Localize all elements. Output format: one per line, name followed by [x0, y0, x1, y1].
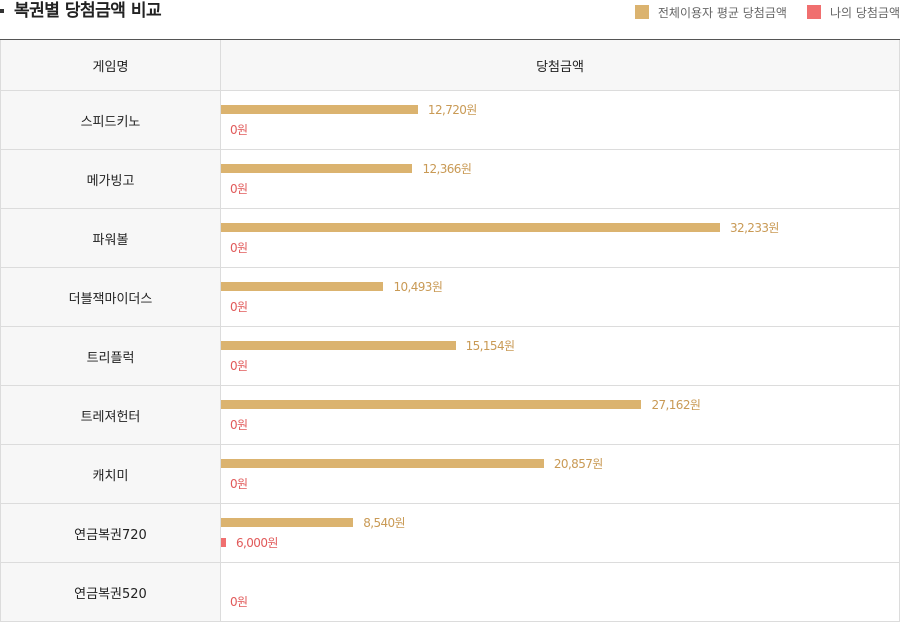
game-name: 캐치미 [0, 445, 221, 503]
bar-avg [221, 105, 418, 114]
legend-swatch-mine [806, 5, 821, 19]
column-header-amount: 당첨금액 [221, 40, 900, 90]
bar-cell: 15,154원 0원 [221, 327, 900, 385]
bar-avg [221, 164, 413, 173]
game-name: 연금복권520 [0, 563, 221, 621]
game-name: 트리플럭 [0, 327, 221, 385]
bar-avg [221, 400, 642, 409]
data-label-avg: 15,154원 [465, 339, 515, 353]
game-name: 스피드키노 [0, 91, 221, 149]
table-row: 스피드키노 12,720원 0원 [0, 91, 900, 150]
data-label-avg: 12,720원 [427, 103, 477, 117]
table-header-row: 게임명 당첨금액 [0, 40, 900, 91]
bar-cell: 20,857원 0원 [221, 445, 900, 503]
table-row: 더블잭마이더스 10,493원 0원 [0, 268, 900, 327]
table-row: 파워볼 32,233원 0원 [0, 209, 900, 268]
legend: 전체이용자 평균 당첨금액 나의 당첨금액 [615, 3, 900, 21]
table-row: 메가빙고 12,366원 0원 [0, 150, 900, 209]
table-row: 트리플럭 15,154원 0원 [0, 327, 900, 386]
chart-title: 복권별 당첨금액 비교 [14, 1, 162, 21]
legend-label-mine: 나의 당첨금액 [829, 5, 900, 20]
comparison-table: 게임명 당첨금액 스피드키노 12,720원 0원 메가빙고 12,366원 0원 파워볼 3… [0, 39, 900, 622]
bar-cell: 10,493원 0원 [221, 268, 900, 326]
bar-cell: 8,540원 6,000원 [221, 504, 900, 562]
data-label-mine: 0원 [230, 418, 248, 432]
table-row: 캐치미 20,857원 0원 [0, 445, 900, 504]
bar-avg [221, 518, 354, 527]
bar-cell: 12,366원 0원 [221, 150, 900, 208]
game-name: 더블잭마이더스 [0, 268, 221, 326]
legend-label-avg: 전체이용자 평균 당첨금액 [657, 5, 787, 20]
bar-avg [221, 223, 720, 232]
data-label-mine: 0원 [230, 123, 248, 137]
data-label-avg: 27,162원 [651, 398, 701, 412]
data-label-avg: 12,366원 [422, 162, 472, 176]
column-header-game: 게임명 [0, 40, 221, 90]
data-label-avg: 32,233원 [730, 221, 779, 235]
bar-mine [221, 538, 226, 547]
data-label-avg: 8,540원 [363, 516, 405, 530]
game-name: 메가빙고 [0, 150, 221, 208]
game-name: 연금복권720 [0, 504, 221, 562]
table-row: 트레져헌터 27,162원 0원 [0, 386, 900, 445]
bar-avg [221, 459, 544, 468]
legend-item-mine: 나의 당첨금액 [806, 4, 900, 21]
data-label-avg: 10,493원 [393, 280, 443, 294]
legend-swatch-avg [634, 5, 649, 19]
data-label-mine: 0원 [230, 477, 248, 491]
data-label-mine: 0원 [230, 182, 248, 196]
game-name: 파워볼 [0, 209, 221, 267]
data-label-avg: 20,857원 [553, 457, 603, 471]
bar-cell: 0원 [221, 563, 900, 621]
game-name: 트레져헌터 [0, 386, 221, 444]
bar-cell: 27,162원 0원 [221, 386, 900, 444]
bar-cell: 32,233원 0원 [221, 209, 900, 267]
data-label-mine: 0원 [230, 595, 248, 609]
chart-header: 복권별 당첨금액 비교 전체이용자 평균 당첨금액 나의 당첨금액 [0, 0, 900, 38]
data-label-mine: 0원 [230, 300, 248, 314]
bar-cell: 12,720원 0원 [221, 91, 900, 149]
table-row: 연금복권720 8,540원 6,000원 [0, 504, 900, 563]
data-label-mine: 0원 [230, 359, 248, 373]
bar-avg [221, 282, 384, 291]
data-label-mine: 6,000원 [236, 536, 278, 550]
title-bullet-icon [0, 9, 4, 13]
bar-avg [221, 341, 456, 350]
table-row: 연금복권520 0원 [0, 563, 900, 622]
data-label-mine: 0원 [230, 241, 248, 255]
legend-item-avg: 전체이용자 평균 당첨금액 [634, 4, 787, 21]
